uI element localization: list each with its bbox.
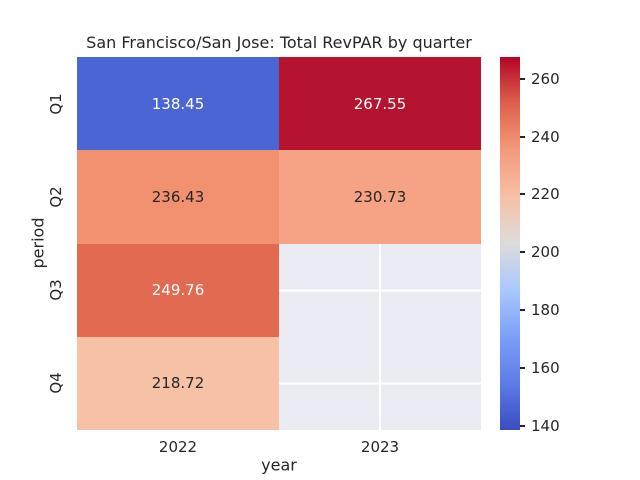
heatmap-plot: 138.45 267.55 236.43 230.73 249.76 218.72 — [77, 57, 481, 430]
heatmap-cell: 267.55 — [279, 57, 481, 151]
heatmap-empty-cell — [279, 243, 481, 337]
cell-annotation: 138.45 — [151, 94, 205, 113]
colorbar-tick-mark — [520, 77, 525, 80]
heatmap-empty-cell — [279, 336, 481, 430]
colorbar-tick-mark — [520, 193, 525, 196]
y-axis-label: period — [28, 217, 48, 269]
colorbar-tick-label: 180 — [531, 300, 560, 319]
colorbar-tick-label: 220 — [531, 185, 560, 204]
cell-annotation: 230.73 — [353, 187, 407, 206]
heatmap-cell: 230.73 — [279, 150, 481, 244]
colorbar-tick-label: 240 — [531, 127, 560, 146]
chart-title: San Francisco/San Jose: Total RevPAR by … — [86, 33, 472, 52]
colorbar-tick-mark — [520, 308, 525, 311]
colorbar-tick-mark — [520, 424, 525, 427]
y-tick-label: Q3 — [47, 279, 65, 301]
y-tick-label: Q1 — [47, 92, 65, 115]
y-tick-label: Q4 — [47, 372, 65, 395]
heatmap-cell: 236.43 — [77, 150, 279, 244]
x-tick-label: 2022 — [158, 438, 198, 456]
colorbar-tick-mark — [520, 135, 525, 138]
x-axis-label: year — [261, 455, 297, 475]
y-tick-label: Q2 — [47, 186, 65, 208]
colorbar-tick-mark — [520, 366, 525, 369]
cell-annotation: 249.76 — [151, 281, 205, 300]
heatmap-cell: 249.76 — [77, 243, 279, 337]
colorbar-gradient — [500, 57, 520, 430]
cell-annotation: 267.55 — [353, 94, 407, 113]
cell-annotation: 218.72 — [151, 374, 205, 393]
x-tick-label: 2023 — [360, 438, 400, 456]
heatmap-cell: 138.45 — [77, 57, 279, 151]
heatmap-cell: 218.72 — [77, 336, 279, 430]
colorbar-tick-label: 260 — [531, 69, 560, 88]
cell-annotation: 236.43 — [151, 187, 205, 206]
colorbar-tick-mark — [520, 251, 525, 254]
colorbar-tick-label: 160 — [531, 358, 560, 377]
colorbar-tick-label: 200 — [531, 243, 560, 262]
colorbar-tick-label: 140 — [531, 416, 560, 435]
